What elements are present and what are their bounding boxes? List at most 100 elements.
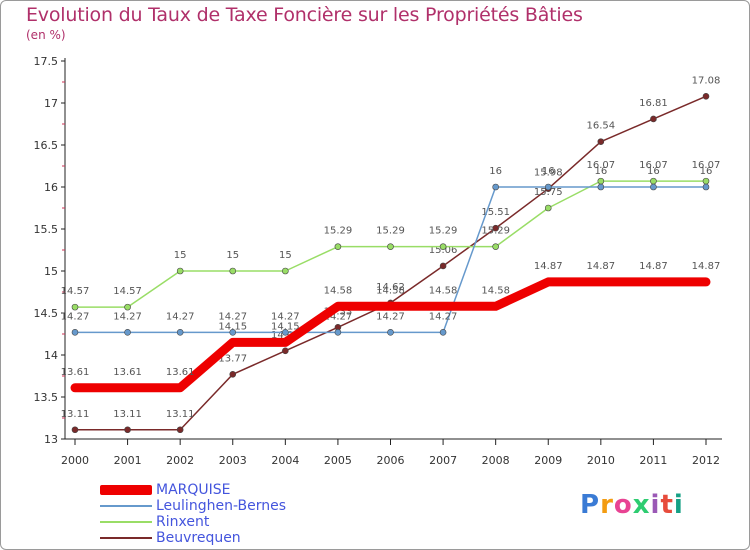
- data-label-marquise: 13.61: [61, 367, 90, 378]
- data-point-leulinghen-bernes: [597, 183, 605, 191]
- logo-letter: t: [660, 490, 674, 520]
- data-label-beuvrequen: 17.08: [692, 75, 721, 86]
- data-label-beuvrequen: 14.33: [324, 306, 353, 317]
- legend-item-marquise: MARQUISE: [100, 482, 360, 498]
- logo-letter: r: [600, 490, 614, 520]
- data-point-rinxent: [387, 243, 394, 250]
- x-tick-label: 2007: [429, 454, 457, 467]
- proxiti-logo: Proxiti: [580, 490, 684, 520]
- data-label-marquise: 14.87: [692, 261, 721, 272]
- data-point-beuvrequen: [282, 347, 289, 355]
- data-label-rinxent: 15: [174, 250, 187, 261]
- data-point-rinxent: [702, 177, 710, 185]
- legend-label-beuvrequen: Beuvrequen: [156, 530, 241, 546]
- data-point-rinxent: [176, 267, 184, 275]
- y-tick-label: 16: [44, 181, 58, 194]
- y-tick-label: 16.5: [34, 139, 59, 152]
- data-label-rinxent: 14.57: [113, 286, 142, 297]
- x-tick-label: 2001: [114, 454, 142, 467]
- data-point-beuvrequen: [492, 224, 499, 232]
- data-label-beuvrequen: 13.11: [166, 409, 195, 420]
- y-tick-label: 13: [44, 433, 58, 446]
- logo-letter: o: [613, 490, 633, 520]
- data-label-marquise: 14.58: [376, 285, 405, 296]
- data-label-leulinghen-bernes: 14.27: [61, 311, 90, 322]
- y-tick-label: 14: [44, 349, 58, 362]
- data-label-rinxent: 15: [226, 250, 239, 261]
- data-point-leulinghen-bernes: [229, 329, 237, 336]
- legend-label-leulinghen-bernes: Leulinghen-Bernes: [156, 498, 286, 514]
- data-label-rinxent: 14.57: [61, 286, 90, 297]
- data-point-rinxent: [492, 243, 499, 250]
- data-point-leulinghen-bernes: [492, 183, 499, 191]
- data-label-marquise: 14.87: [587, 261, 616, 272]
- data-label-leulinghen-bernes: 14.27: [113, 311, 142, 322]
- data-label-leulinghen-bernes: 14.27: [324, 311, 353, 322]
- legend-swatch-rinxent: [100, 521, 152, 523]
- legend-swatch-marquise: [100, 485, 152, 495]
- y-tick-label: 15: [44, 265, 58, 278]
- data-point-beuvrequen: [597, 138, 605, 145]
- data-point-leulinghen-bernes: [176, 329, 184, 336]
- data-point-beuvrequen: [176, 426, 184, 434]
- data-label-marquise: 14.15: [271, 321, 300, 332]
- data-point-leulinghen-bernes: [387, 329, 394, 336]
- data-point-rinxent: [282, 267, 289, 275]
- x-tick-label: 2005: [324, 454, 352, 467]
- data-point-leulinghen-bernes: [71, 329, 79, 336]
- data-label-beuvrequen: 15.98: [534, 168, 563, 179]
- y-tick-label: 15.5: [34, 223, 59, 236]
- legend-item-beuvrequen: Beuvrequen: [100, 530, 360, 546]
- y-tick-label: 17: [44, 97, 58, 110]
- data-label-rinxent: 15.29: [481, 226, 510, 237]
- data-label-beuvrequen: 14.62: [376, 282, 405, 293]
- data-label-marquise: 14.87: [639, 261, 668, 272]
- x-tick-label: 2006: [377, 454, 405, 467]
- data-label-beuvrequen: 15.06: [429, 245, 458, 256]
- data-label-leulinghen-bernes: 14.27: [166, 311, 195, 322]
- data-label-rinxent: 15: [279, 250, 292, 261]
- series-line-marquise: [70, 277, 711, 393]
- data-label-rinxent: 15.29: [429, 226, 458, 237]
- data-label-leulinghen-bernes: 16: [647, 166, 660, 177]
- data-point-beuvrequen: [71, 426, 79, 434]
- data-point-beuvrequen: [650, 115, 657, 123]
- data-label-marquise: 14.58: [481, 285, 510, 296]
- data-label-rinxent: 15.29: [376, 226, 405, 237]
- data-label-beuvrequen: 15.51: [481, 207, 510, 218]
- x-tick-label: 2002: [166, 454, 194, 467]
- y-tick-label: 17.5: [34, 55, 59, 68]
- legend-item-rinxent: Rinxent: [100, 514, 360, 530]
- data-label-rinxent: 16.07: [692, 160, 721, 171]
- data-point-rinxent: [124, 303, 131, 311]
- y-tick-label: 14.5: [34, 307, 59, 320]
- data-label-marquise: 14.87: [534, 261, 563, 272]
- data-point-beuvrequen: [124, 426, 131, 434]
- logo-letter: P: [580, 490, 601, 520]
- data-label-leulinghen-bernes: 14.27: [271, 311, 300, 322]
- data-point-rinxent: [334, 243, 342, 250]
- logo-letter: i: [650, 490, 661, 520]
- legend-label-rinxent: Rinxent: [156, 514, 210, 530]
- data-label-beuvrequen: 13.11: [61, 409, 90, 420]
- x-tick-label: 2011: [639, 454, 667, 467]
- data-point-leulinghen-bernes: [334, 329, 342, 336]
- data-point-rinxent: [71, 303, 79, 311]
- data-label-rinxent: 16.07: [639, 160, 668, 171]
- data-label-beuvrequen: 13.77: [218, 353, 247, 364]
- x-tick-label: 2000: [61, 454, 89, 467]
- y-tick-label: 13.5: [34, 391, 59, 404]
- logo-letter: i: [673, 490, 684, 520]
- unit-label: (en %): [26, 28, 66, 42]
- data-label-leulinghen-bernes: 16: [489, 166, 502, 177]
- data-point-beuvrequen: [702, 92, 710, 100]
- data-point-beuvrequen: [439, 262, 447, 270]
- x-tick-label: 2008: [482, 454, 510, 467]
- x-tick-label: 2009: [534, 454, 562, 467]
- data-point-rinxent: [229, 267, 237, 275]
- data-label-marquise: 14.15: [218, 321, 247, 332]
- data-label-leulinghen-bernes: 16: [542, 166, 555, 177]
- data-point-rinxent: [650, 177, 657, 185]
